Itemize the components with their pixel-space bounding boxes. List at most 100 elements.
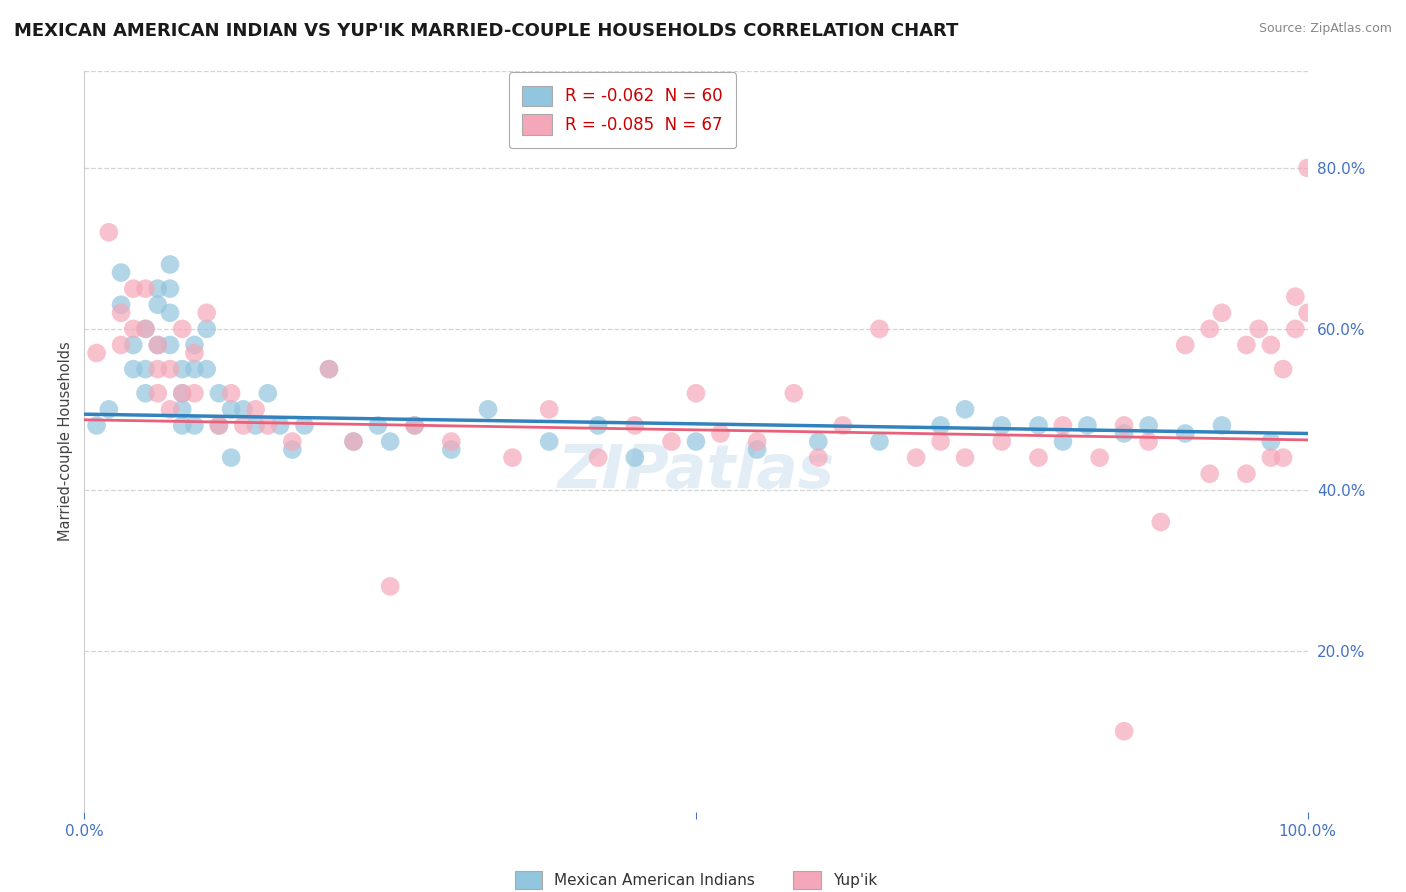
Point <box>991 434 1014 449</box>
Point <box>1137 434 1160 449</box>
Point <box>183 346 205 360</box>
Point <box>159 402 181 417</box>
Point <box>538 434 561 449</box>
Point <box>685 386 707 401</box>
Point <box>709 426 731 441</box>
Point <box>991 418 1014 433</box>
Point <box>440 442 463 457</box>
Point <box>586 450 609 465</box>
Point <box>404 418 426 433</box>
Point <box>1198 467 1220 481</box>
Point <box>502 450 524 465</box>
Point <box>1174 426 1197 441</box>
Point <box>404 418 426 433</box>
Point <box>86 346 108 360</box>
Point <box>929 418 952 433</box>
Point <box>1088 450 1111 465</box>
Point <box>135 322 157 336</box>
Point <box>1174 338 1197 352</box>
Point <box>159 306 181 320</box>
Point <box>146 298 169 312</box>
Point <box>208 418 231 433</box>
Point <box>122 282 145 296</box>
Point <box>1150 515 1173 529</box>
Point <box>172 322 194 336</box>
Point <box>953 402 976 417</box>
Point <box>232 418 254 433</box>
Point <box>257 418 280 433</box>
Point <box>1260 338 1282 352</box>
Point <box>1028 418 1050 433</box>
Point <box>86 418 108 433</box>
Text: ZIPatlas: ZIPatlas <box>557 442 835 500</box>
Point <box>1052 434 1074 449</box>
Point <box>624 450 647 465</box>
Point <box>172 362 194 376</box>
Point <box>342 434 364 449</box>
Point <box>281 442 304 457</box>
Point <box>122 322 145 336</box>
Point <box>172 386 194 401</box>
Point <box>367 418 389 433</box>
Point <box>1137 418 1160 433</box>
Point <box>1114 418 1136 433</box>
Point <box>110 298 132 312</box>
Point <box>110 338 132 352</box>
Point <box>1114 426 1136 441</box>
Point <box>159 362 181 376</box>
Point <box>146 362 169 376</box>
Y-axis label: Married-couple Households: Married-couple Households <box>58 342 73 541</box>
Point <box>269 418 291 433</box>
Point <box>135 362 157 376</box>
Point <box>624 418 647 433</box>
Point <box>146 338 169 352</box>
Point <box>257 386 280 401</box>
Point <box>219 450 242 465</box>
Point <box>159 258 181 272</box>
Point <box>1028 450 1050 465</box>
Point <box>122 338 145 352</box>
Point <box>1284 322 1306 336</box>
Point <box>110 266 132 280</box>
Point <box>159 338 181 352</box>
Point <box>586 418 609 433</box>
Point <box>219 402 242 417</box>
Point <box>1296 161 1319 175</box>
Point <box>195 362 218 376</box>
Point <box>219 386 242 401</box>
Point <box>869 434 891 449</box>
Point <box>1272 362 1295 376</box>
Point <box>661 434 683 449</box>
Point <box>135 282 157 296</box>
Point <box>1236 338 1258 352</box>
Point <box>1284 290 1306 304</box>
Point <box>783 386 806 401</box>
Point <box>172 418 194 433</box>
Point <box>97 402 120 417</box>
Point <box>183 386 205 401</box>
Point <box>1236 467 1258 481</box>
Point <box>183 362 205 376</box>
Point <box>477 402 499 417</box>
Point <box>380 579 402 593</box>
Point <box>953 450 976 465</box>
Text: Source: ZipAtlas.com: Source: ZipAtlas.com <box>1258 22 1392 36</box>
Point <box>281 434 304 449</box>
Point <box>342 434 364 449</box>
Point <box>747 442 769 457</box>
Legend: Mexican American Indians, Yup'ik: Mexican American Indians, Yup'ik <box>503 860 889 892</box>
Point <box>183 418 205 433</box>
Point <box>183 338 205 352</box>
Point <box>1260 450 1282 465</box>
Point <box>208 418 231 433</box>
Point <box>97 225 120 239</box>
Point <box>146 338 169 352</box>
Point <box>245 418 267 433</box>
Point <box>380 434 402 449</box>
Point <box>195 306 218 320</box>
Point <box>807 450 830 465</box>
Point <box>245 402 267 417</box>
Point <box>208 386 231 401</box>
Point <box>538 402 561 417</box>
Point <box>685 434 707 449</box>
